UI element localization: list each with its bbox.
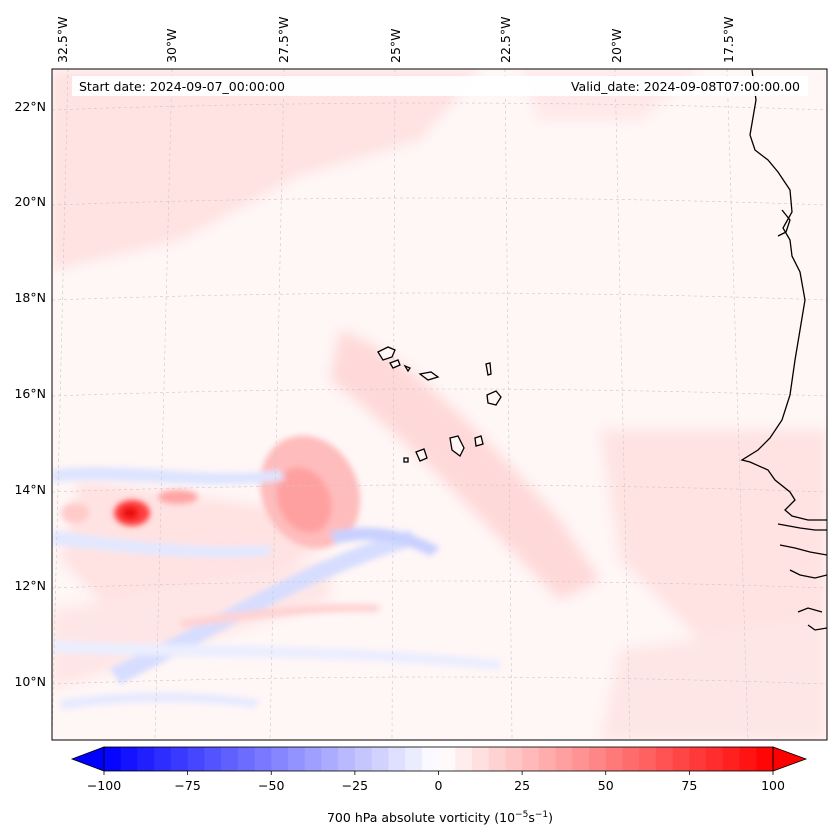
lat-label: 16°N (14, 386, 46, 401)
colorbar-segment (639, 747, 657, 771)
lon-label: 25°W (388, 28, 403, 63)
colorbar-segment (154, 747, 172, 771)
colorbar-segment (756, 747, 774, 771)
colorbar-tick-label: −25 (342, 778, 368, 793)
colorbar-segment (421, 747, 440, 771)
colorbar-segment (672, 747, 690, 771)
colorbar-segment (237, 747, 256, 771)
lat-label: 20°N (14, 194, 46, 209)
colorbar-segment (488, 747, 507, 771)
graticule (52, 69, 827, 740)
colorbar-segment (388, 747, 406, 771)
lon-label: 27.5°W (276, 17, 291, 63)
lon-label: 17.5°W (721, 17, 736, 63)
colorbar-segment (287, 747, 306, 771)
colorbar-segment (438, 747, 456, 771)
lat-label: 22°N (14, 99, 46, 114)
colorbar-segment (371, 747, 389, 771)
lat-label: 10°N (14, 674, 46, 689)
colorbar-segment (589, 747, 607, 771)
colorbar-segment (471, 747, 490, 771)
colorbar-segment (120, 747, 139, 771)
colorbar-segment (655, 747, 674, 771)
map-panel (52, 69, 827, 740)
colorbar-tick-label: −100 (87, 778, 121, 793)
colorbar-segment (137, 747, 155, 771)
coastlines (740, 69, 827, 631)
colorbar-min-extend (70, 746, 105, 772)
colorbar-segment (170, 747, 189, 771)
colorbar-segment (254, 747, 272, 771)
colorbar-segment (722, 747, 741, 771)
lon-label: 20°W (609, 28, 624, 63)
header-box (72, 76, 808, 96)
colorbar-segment (271, 747, 289, 771)
lat-label: 14°N (14, 482, 46, 497)
colorbar-segment (505, 747, 523, 771)
colorbar-segment (187, 747, 205, 771)
colorbar-max-extend (772, 746, 808, 772)
lon-label: 22.5°W (498, 17, 513, 63)
colorbar-segment (522, 747, 540, 771)
colorbar-segment (572, 747, 590, 771)
colorbar-tick-label: 100 (761, 778, 785, 793)
colorbar-tick-label: −75 (174, 778, 200, 793)
colorbar-segment (405, 747, 423, 771)
colorbar-segment (338, 747, 356, 771)
colorbar-tick-label: 50 (598, 778, 614, 793)
map-frame (51, 68, 828, 741)
colorbar: −100 −75 −50 −25 0 25 50 75 100 700 hPa absolute… (70, 746, 808, 825)
colorbar-tick-label: 75 (681, 778, 697, 793)
colorbar-segment (221, 747, 239, 771)
lon-label: 32.5°W (55, 17, 70, 63)
colorbar-tick-label: −50 (258, 778, 284, 793)
start-date-label: Start date: 2024-09-07_00:00:00 (79, 79, 285, 94)
colorbar-segments (104, 747, 774, 771)
cape-verde-islands (377, 346, 502, 463)
colorbar-label: 700 hPa absolute vorticity (10−5s−1) (327, 810, 553, 825)
colorbar-tick-label: 25 (514, 778, 530, 793)
longitude-labels: 32.5°W 30°W 27.5°W 25°W 22.5°W 20°W 17.5… (55, 17, 736, 63)
colorbar-segment (104, 747, 122, 771)
colorbar-segment (739, 747, 757, 771)
lat-label: 18°N (14, 290, 46, 305)
colorbar-segment (706, 747, 724, 771)
lat-label: 12°N (14, 578, 46, 593)
colorbar-tick-label: 0 (435, 778, 443, 793)
colorbar-segment (555, 747, 573, 771)
colorbar-segment (455, 747, 473, 771)
lon-label: 30°W (164, 28, 179, 63)
colorbar-segment (605, 747, 624, 771)
colorbar-segment (622, 747, 640, 771)
colorbar-ticks: −100 −75 −50 −25 0 25 50 75 100 (87, 771, 785, 793)
colorbar-segment (354, 747, 373, 771)
colorbar-segment (689, 747, 707, 771)
latitude-labels: 22°N 20°N 18°N 16°N 14°N 12°N 10°N (14, 99, 46, 689)
colorbar-segment (204, 747, 222, 771)
colorbar-segment (321, 747, 339, 771)
colorbar-segment (538, 747, 557, 771)
colorbar-segment (304, 747, 323, 771)
valid-date-label: Valid_date: 2024-09-08T07:00:00.00 (571, 79, 800, 94)
